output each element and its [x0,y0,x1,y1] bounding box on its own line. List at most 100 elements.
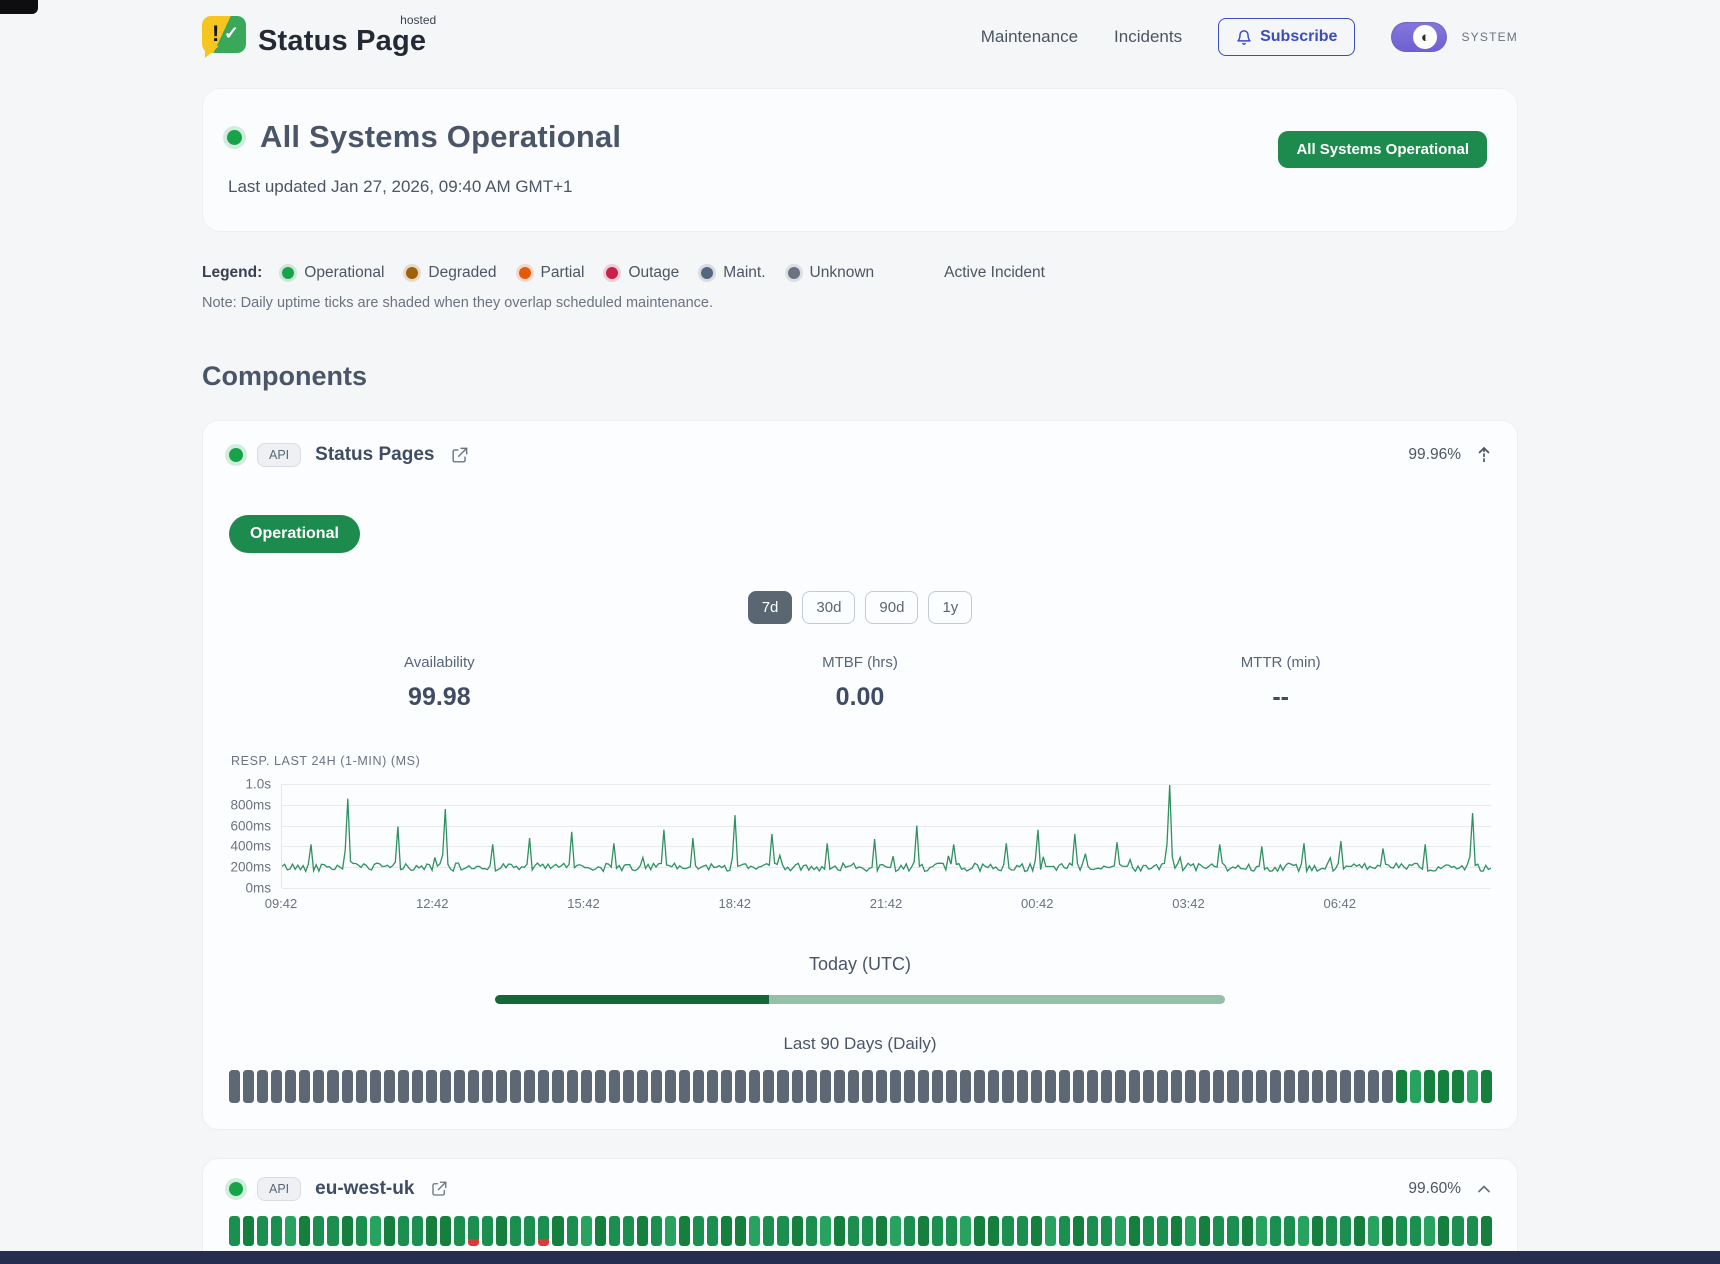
uptime-tick[interactable] [735,1070,747,1103]
uptime-tick[interactable] [468,1216,480,1246]
uptime-tick[interactable] [861,1070,873,1103]
uptime-tick[interactable] [229,1070,241,1103]
uptime-tick[interactable] [1339,1070,1351,1103]
uptime-tick[interactable] [1255,1216,1267,1246]
uptime-tick[interactable] [763,1070,775,1103]
uptime-tick[interactable] [1424,1070,1436,1103]
uptime-tick[interactable] [1114,1216,1126,1246]
uptime-tick[interactable] [889,1070,901,1103]
uptime-tick[interactable] [383,1216,395,1246]
uptime-tick[interactable] [594,1070,606,1103]
uptime-tick[interactable] [1171,1216,1183,1246]
uptime-tick[interactable] [257,1070,269,1103]
today-progress-bar[interactable] [495,995,1225,1004]
uptime-tick[interactable] [524,1070,536,1103]
uptime-tick[interactable] [552,1070,564,1103]
uptime-tick[interactable] [875,1070,887,1103]
uptime-tick[interactable] [1466,1070,1478,1103]
collapse-arrow-icon[interactable] [1477,446,1491,464]
uptime-tick[interactable] [664,1070,676,1103]
uptime-tick[interactable] [1283,1070,1295,1103]
uptime-tick[interactable] [1368,1216,1380,1246]
subscribe-button[interactable]: Subscribe [1218,18,1356,56]
uptime-tick[interactable] [1311,1216,1323,1246]
uptime-tick[interactable] [1086,1216,1098,1246]
uptime-tick[interactable] [650,1216,662,1246]
uptime-tick[interactable] [454,1070,466,1103]
uptime-tick[interactable] [791,1070,803,1103]
uptime-tick[interactable] [411,1216,423,1246]
uptime-tick[interactable] [383,1070,395,1103]
uptime-tick[interactable] [1044,1216,1056,1246]
uptime-tick[interactable] [1157,1216,1169,1246]
uptime-tick[interactable] [1213,1216,1225,1246]
uptime-tick[interactable] [819,1070,831,1103]
uptime-tick[interactable] [510,1070,522,1103]
uptime-tick[interactable] [1030,1070,1042,1103]
uptime-tick[interactable] [1185,1216,1197,1246]
uptime-tick[interactable] [847,1070,859,1103]
uptime-tick[interactable] [1354,1216,1366,1246]
theme-toggle[interactable]: ◐ [1391,22,1448,52]
uptime-tick[interactable] [411,1070,423,1103]
uptime-tick[interactable] [1354,1070,1366,1103]
uptime-tick[interactable] [439,1216,451,1246]
uptime-tick[interactable] [650,1070,662,1103]
uptime-tick[interactable] [1129,1216,1141,1246]
uptime-tick[interactable] [636,1216,648,1246]
uptime-tick[interactable] [1410,1070,1422,1103]
uptime-tick[interactable] [1255,1070,1267,1103]
uptime-tick[interactable] [1016,1070,1028,1103]
uptime-tick[interactable] [538,1070,550,1103]
uptime-tick[interactable] [833,1070,845,1103]
uptime-tick[interactable] [1227,1070,1239,1103]
uptime-tick[interactable] [1382,1070,1394,1103]
brand[interactable]: ! ✓ hosted Status Page [202,13,436,58]
uptime-tick[interactable] [1297,1216,1309,1246]
uptime-tick[interactable] [285,1070,297,1103]
uptime-tick[interactable] [355,1216,367,1246]
uptime-tick[interactable] [510,1216,522,1246]
nav-maintenance[interactable]: Maintenance [980,27,1079,46]
uptime-tick[interactable] [1002,1216,1014,1246]
uptime-tick[interactable] [777,1216,789,1246]
uptime-tick[interactable] [299,1216,311,1246]
range-button-30d[interactable]: 30d [802,591,856,624]
uptime-tick[interactable] [552,1216,564,1246]
uptime-tick[interactable] [1396,1070,1408,1103]
uptime-tick[interactable] [257,1216,269,1246]
uptime-tick[interactable] [1044,1070,1056,1103]
uptime-tick[interactable] [988,1216,1000,1246]
uptime-tick[interactable] [1171,1070,1183,1103]
uptime-tick[interactable] [918,1070,930,1103]
uptime-tick[interactable] [313,1070,325,1103]
uptime-tick[interactable] [1114,1070,1126,1103]
uptime-tick[interactable] [1311,1070,1323,1103]
uptime-tick[interactable] [468,1070,480,1103]
uptime-tick[interactable] [341,1216,353,1246]
uptime-tick[interactable] [1438,1070,1450,1103]
uptime-tick[interactable] [425,1216,437,1246]
uptime-tick[interactable] [229,1216,241,1246]
uptime-tick[interactable] [1086,1070,1098,1103]
uptime-tick[interactable] [1058,1070,1070,1103]
uptime-tick[interactable] [1213,1070,1225,1103]
uptime-tick[interactable] [369,1070,381,1103]
uptime-tick[interactable] [974,1070,986,1103]
range-button-90d[interactable]: 90d [865,591,919,624]
uptime-tick[interactable] [1452,1216,1464,1246]
uptime-tick[interactable] [1452,1070,1464,1103]
uptime-tick[interactable] [693,1216,705,1246]
uptime-tick[interactable] [1100,1070,1112,1103]
uptime-tick[interactable] [397,1070,409,1103]
uptime-tick[interactable] [1269,1216,1281,1246]
uptime-tick[interactable] [861,1216,873,1246]
uptime-tick[interactable] [482,1216,494,1246]
uptime-tick[interactable] [1438,1216,1450,1246]
uptime-tick[interactable] [285,1216,297,1246]
uptime-tick[interactable] [608,1070,620,1103]
uptime-tick[interactable] [946,1216,958,1246]
uptime-tick[interactable] [496,1070,508,1103]
uptime-tick[interactable] [580,1070,592,1103]
external-link-icon[interactable] [450,446,469,465]
